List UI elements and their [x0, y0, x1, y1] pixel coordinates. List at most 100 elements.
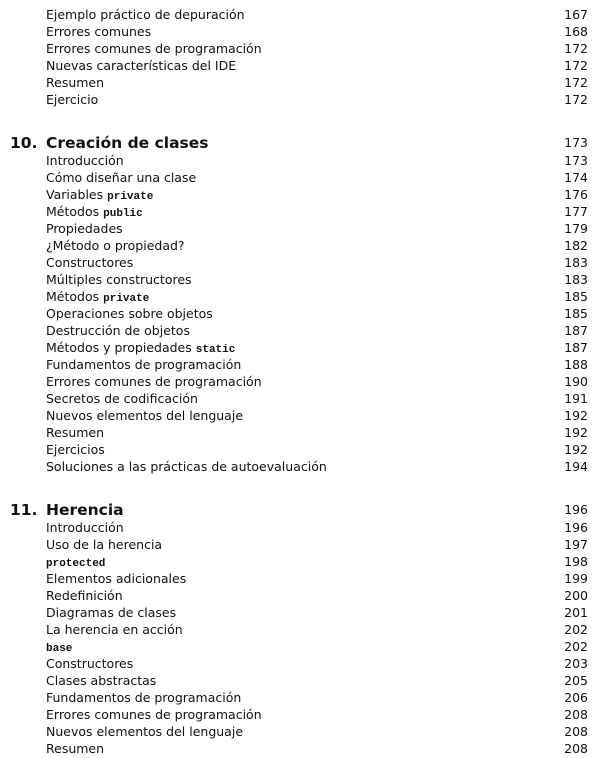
page-number: 167	[564, 7, 588, 22]
page-number: 208	[564, 707, 588, 722]
toc-entry: La herencia en acción 202	[0, 621, 600, 638]
entry-title: Uso de la herencia	[46, 536, 162, 553]
toc-entry: Constructores 203	[0, 655, 600, 672]
toc-entry: Errores comunes de programación 208	[0, 706, 600, 723]
entry-title: Ejercicio	[46, 91, 98, 108]
page-number: 196	[564, 520, 588, 535]
section-number: 10.	[10, 134, 38, 152]
toc-entry: Resumen 192	[0, 424, 600, 441]
entry-code: private	[103, 293, 150, 305]
entry-text: Clases abstractas	[46, 673, 157, 688]
entry-text: Errores comunes de programación	[46, 374, 262, 389]
entry-text: Secretos de codificación	[46, 391, 198, 406]
page-number: 205	[564, 673, 588, 688]
entry-title: Propiedades	[46, 220, 123, 237]
entry-title: Métodos public	[46, 203, 143, 223]
page-number: 172	[564, 41, 588, 56]
entry-text: Redefinición	[46, 588, 123, 603]
entry-code: private	[107, 191, 154, 203]
page-number: 206	[564, 690, 588, 705]
entry-text: Propiedades	[46, 221, 123, 236]
entry-title: Clases abstractas	[46, 672, 156, 689]
entry-code: public	[103, 208, 143, 220]
section-heading: 11. Herencia 196	[0, 500, 600, 520]
entry-text: Diagramas de clases	[46, 605, 177, 620]
section-heading: 10. Creación de clases 173	[0, 133, 600, 153]
entry-title: Constructores	[46, 254, 133, 271]
entry-text: Operaciones sobre objetos	[46, 306, 213, 321]
entry-title: Resumen	[46, 740, 104, 757]
entry-text: Métodos	[46, 289, 100, 304]
toc-entry: base 202	[0, 638, 600, 655]
page-number: 172	[564, 75, 588, 90]
entry-title: Errores comunes de programación	[46, 373, 262, 390]
page-number: 168	[564, 24, 588, 39]
entry-text: Múltiples constructores	[46, 272, 192, 287]
entry-title: Métodos private	[46, 288, 149, 308]
toc-entry: Redefinición 200	[0, 587, 600, 604]
toc-entry: Uso de la herencia 197	[0, 536, 600, 553]
entry-text: Errores comunes	[46, 24, 152, 39]
section-title: Creación de clases	[46, 134, 209, 152]
entry-text: Métodos	[46, 204, 100, 219]
page-number: 202	[564, 639, 588, 654]
toc-entry: Elementos adicionales 199	[0, 570, 600, 587]
page-number: 185	[564, 289, 588, 304]
page-number: 187	[564, 340, 588, 355]
page-number: 200	[564, 588, 588, 603]
entry-title: Secretos de codificación	[46, 390, 198, 407]
entry-title: ¿Método o propiedad?	[46, 237, 185, 254]
page-number: 208	[564, 741, 588, 756]
toc-entry: Resumen 172	[0, 74, 600, 91]
page-number: 177	[564, 204, 588, 219]
toc-entry: Operaciones sobre objetos 185	[0, 305, 600, 322]
entry-title: Destrucción de objetos	[46, 322, 190, 339]
entry-title: Nuevas características del IDE	[46, 57, 236, 74]
entry-text: Resumen	[46, 741, 105, 756]
toc-entry: ¿Método o propiedad? 182	[0, 237, 600, 254]
entry-title: base	[46, 638, 72, 658]
toc-entry: Ejercicio 172	[0, 91, 600, 108]
page-number: 173	[564, 135, 588, 150]
toc-entry: Resumen 208	[0, 740, 600, 757]
toc-entry: Errores comunes de programación 190	[0, 373, 600, 390]
entry-title: Redefinición	[46, 587, 123, 604]
page-number: 191	[564, 391, 588, 406]
toc-entry: protected 198	[0, 553, 600, 570]
entry-title: Ejercicios	[46, 441, 105, 458]
page-number: 174	[564, 170, 588, 185]
toc-entry: Fundamentos de programación 188	[0, 356, 600, 373]
page-number: 190	[564, 374, 588, 389]
toc-entry: Destrucción de objetos 187	[0, 322, 600, 339]
page-number: 201	[564, 605, 588, 620]
toc-entry: Fundamentos de programación 206	[0, 689, 600, 706]
toc-entry: Nuevos elementos del lenguaje 208	[0, 723, 600, 740]
entry-title: Errores comunes de programación	[46, 40, 262, 57]
entry-text: Resumen	[46, 75, 105, 90]
entry-title: Cómo diseñar una clase	[46, 169, 196, 186]
page-number: 173	[564, 153, 588, 168]
entry-text: Resumen	[46, 425, 105, 440]
page-number: 199	[564, 571, 588, 586]
page-number: 192	[564, 442, 588, 457]
page-number: 185	[564, 306, 588, 321]
toc-entry: Múltiples constructores 183	[0, 271, 600, 288]
toc-entry: Métodos public 177	[0, 203, 600, 220]
toc-entry: Nuevos elementos del lenguaje 192	[0, 407, 600, 424]
entry-title: Constructores	[46, 655, 133, 672]
toc-entry: Errores comunes de programación 172	[0, 40, 600, 57]
page-number: 196	[564, 502, 588, 517]
entry-text: Nuevas características del IDE	[46, 58, 237, 73]
entry-title: Ejemplo práctico de depuración	[46, 6, 245, 23]
page-number: 208	[564, 724, 588, 739]
page-number: 176	[564, 187, 588, 202]
section-title: Herencia	[46, 501, 124, 519]
page-number: 192	[564, 408, 588, 423]
entry-text: Cómo diseñar una clase	[46, 170, 197, 185]
entry-code: base	[46, 643, 73, 655]
page-number: 172	[564, 58, 588, 73]
page-number: 182	[564, 238, 588, 253]
entry-title: Introducción	[46, 152, 124, 169]
entry-title: Soluciones a las prácticas de autoevalua…	[46, 458, 327, 475]
page-number: 194	[564, 459, 588, 474]
